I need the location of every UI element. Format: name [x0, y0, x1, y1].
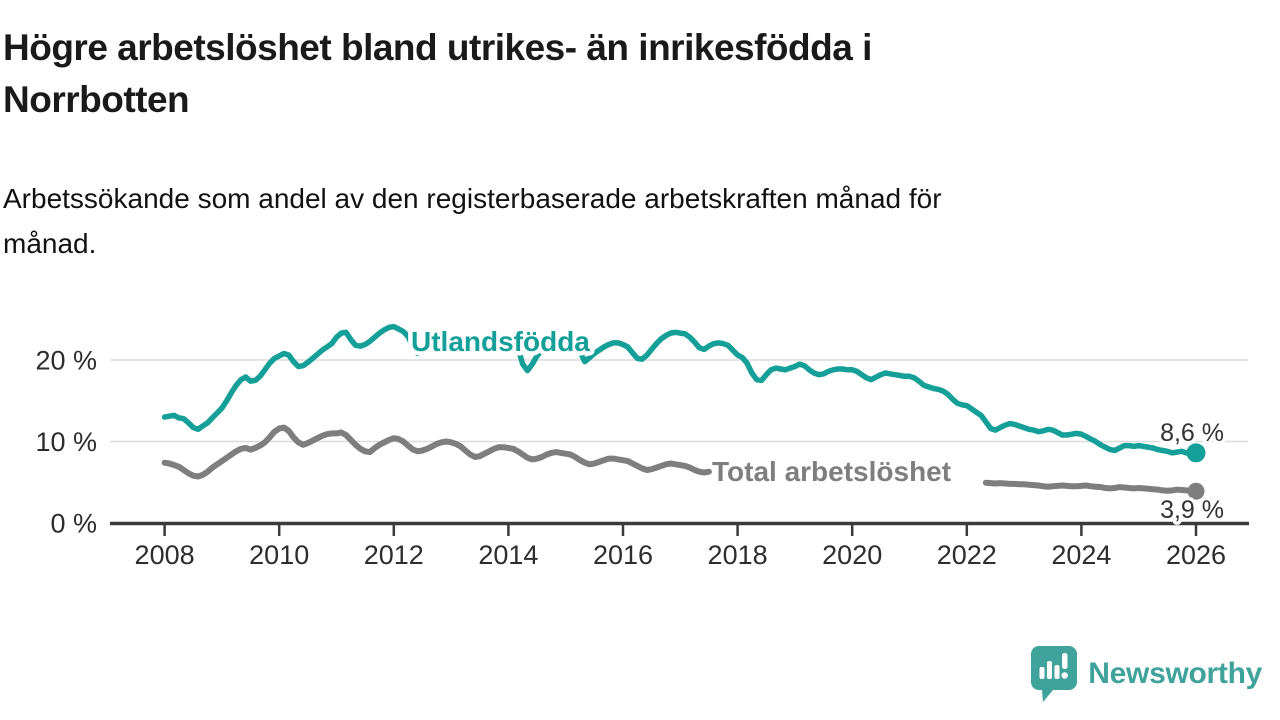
x-tick-label: 2014	[478, 540, 538, 570]
x-tick-label: 2018	[708, 540, 768, 570]
x-tick-label: 2024	[1051, 540, 1111, 570]
y-tick-label: 20 %	[35, 346, 97, 376]
series-line-utlandsfodda	[161, 323, 1199, 457]
series-line-total	[161, 424, 1199, 495]
series-end-value-label: 3,9 %	[1160, 496, 1224, 524]
logo-exclamation-bar	[1062, 653, 1068, 669]
series-end-dot	[1187, 482, 1205, 500]
x-tick-label: 2026	[1166, 540, 1226, 570]
logo-bar-small	[1039, 667, 1045, 679]
brand-name: Newsworthy	[1088, 657, 1262, 690]
x-tick-label: 2020	[822, 540, 882, 570]
newsworthy-logo-icon	[1031, 646, 1078, 702]
logo-bar-tall	[1047, 661, 1053, 679]
series-end-value-label: 8,6 %	[1160, 419, 1224, 447]
x-tick-label: 2010	[249, 540, 309, 570]
title-line-2: Norrbotten	[3, 79, 190, 120]
chart-subtitle: Arbetssökande som andel av den registerb…	[3, 176, 1193, 266]
x-tick-label: 2022	[937, 540, 997, 570]
newsworthy-brand: Newsworthy	[1029, 646, 1262, 702]
series-label-total: Total arbetslöshet	[712, 456, 951, 487]
y-tick-label: 0 %	[50, 509, 97, 539]
x-tick-label: 2012	[364, 540, 424, 570]
y-tick-label: 10 %	[35, 427, 97, 457]
x-tick-label: 2016	[593, 540, 653, 570]
logo-bar-medium	[1054, 665, 1060, 679]
x-tick-label: 2008	[135, 540, 195, 570]
subtitle-line-1: Arbetssökande som andel av den registerb…	[3, 183, 942, 214]
series-end-dot	[1186, 443, 1206, 463]
page-title: Högre arbetslöshet bland utrikes- än inr…	[3, 22, 1203, 126]
subtitle-line-2: månad.	[3, 228, 97, 259]
title-line-1: Högre arbetslöshet bland utrikes- än inr…	[3, 27, 872, 68]
logo-exclamation-dot	[1061, 672, 1069, 679]
logo-bubble	[1031, 646, 1078, 702]
series-label-utlandsfodda: Utlandsfödda	[411, 326, 590, 357]
